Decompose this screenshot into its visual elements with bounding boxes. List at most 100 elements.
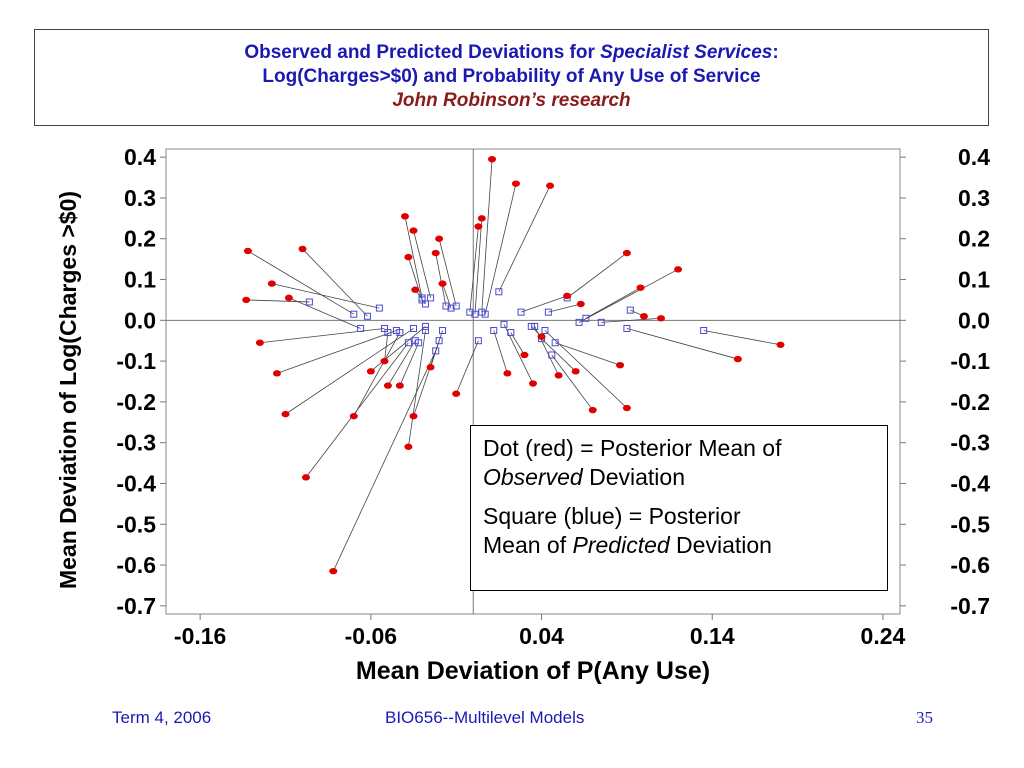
predicted-square: [421, 300, 429, 308]
y-tick-label-right: -0.2: [950, 389, 990, 415]
observed-dot: [349, 412, 358, 420]
y-tick-label-left: -0.1: [116, 348, 156, 374]
legend-observed-entry: Dot (red) = Posterior Mean of Observed De…: [483, 434, 887, 492]
title-box: Observed and Predicted Deviations for Sp…: [34, 29, 989, 126]
predicted-square: [507, 329, 515, 337]
predicted-square: [575, 318, 583, 326]
observed-dot: [616, 361, 625, 369]
observed-dot: [272, 370, 281, 377]
connector-line: [548, 303, 581, 313]
predicted-square: [384, 329, 392, 337]
observed-dot: [411, 286, 420, 293]
predicted-square: [541, 327, 549, 335]
predicted-square: [490, 327, 498, 335]
observed-dot: [674, 266, 683, 273]
connector-line: [332, 350, 437, 572]
title-suffix: :: [772, 42, 779, 63]
observed-dot: [267, 280, 276, 287]
connector-line: [498, 185, 551, 292]
y-tick-label-right: -0.4: [950, 470, 990, 496]
y-tick-label-left: 0.4: [124, 144, 156, 170]
connector-line: [555, 342, 621, 366]
predicted-square: [432, 347, 440, 355]
predicted-square: [427, 294, 435, 302]
observed-dot: [503, 370, 512, 377]
observed-dot: [404, 253, 413, 261]
observed-dot: [409, 227, 418, 234]
predicted-square: [357, 324, 365, 332]
observed-dot: [657, 315, 666, 322]
y-tick-label-left: -0.2: [116, 389, 156, 415]
connector-line: [626, 328, 738, 360]
observed-dot: [409, 412, 418, 420]
plot-frame: [165, 148, 901, 615]
connector-line: [438, 238, 457, 307]
connector-line: [520, 295, 568, 313]
y-tick-label-right: -0.3: [950, 430, 990, 456]
y-tick-label-right: 0.0: [958, 307, 990, 333]
connector-line: [541, 338, 576, 372]
observed-dot: [243, 247, 252, 255]
scatter-chart: 0.4 0.4 0.3 0.3 0.2 0.2 0.1 0.1 0.0 0.0 -0.1 -0.1 -0…: [55, 144, 990, 685]
predicted-square: [500, 320, 508, 328]
x-tick-label: 0.14: [690, 623, 735, 649]
connector-line: [384, 332, 389, 362]
predicted-square: [597, 318, 605, 326]
predicted-square: [495, 288, 503, 296]
predicted-square: [375, 304, 383, 312]
connector-line: [493, 330, 508, 374]
y-tick-label-right: -0.1: [950, 348, 990, 374]
observed-dot: [563, 292, 572, 300]
observed-dot: [537, 333, 546, 340]
connector-line: [387, 340, 416, 386]
observed-dot: [776, 341, 785, 348]
predicted-square: [350, 310, 358, 318]
connector-line: [484, 183, 517, 315]
predicted-square: [410, 324, 418, 332]
title-italic: Specialist Services: [600, 42, 773, 63]
observed-dot: [554, 372, 563, 379]
legend-observed-prefix: Dot (red) = Posterior Mean of: [483, 435, 782, 461]
observed-dot: [639, 313, 648, 320]
connector-line: [510, 332, 525, 356]
connector-line: [276, 330, 397, 374]
x-tick-label: -0.06: [345, 623, 397, 649]
predicted-square: [305, 298, 313, 306]
chart-legend: Dot (red) = Posterior Mean of Observed De…: [470, 425, 888, 591]
connector-line: [302, 248, 368, 317]
connector-line: [353, 332, 401, 417]
y-tick-label-right: -0.5: [950, 511, 990, 537]
legend-observed-italic: Observed: [483, 464, 583, 490]
predicted-square: [548, 351, 556, 359]
predicted-square: [544, 308, 552, 316]
connector-line: [259, 328, 385, 344]
y-tick-label-right: 0.2: [958, 226, 990, 252]
legend-predicted-italic: Predicted: [572, 532, 670, 558]
observed-dot: [431, 249, 440, 257]
predicted-square: [481, 310, 489, 318]
observed-dot: [452, 390, 461, 397]
y-tick-label-left: -0.5: [116, 511, 156, 537]
observed-dot: [529, 380, 537, 387]
observed-dot: [400, 213, 409, 220]
connector-line: [271, 283, 380, 309]
legend-predicted-entry: Square (blue) = Posterior Mean of Predict…: [483, 502, 887, 560]
observed-dot: [488, 155, 497, 163]
x-axis-title: Mean Deviation of P(Any Use): [356, 657, 710, 685]
observed-dot: [329, 567, 338, 575]
y-tick-label-left: 0.2: [124, 226, 156, 252]
y-tick-label-left: -0.7: [116, 593, 156, 619]
connector-line: [442, 283, 452, 309]
connector-line: [430, 330, 443, 368]
title-prefix: Observed and Predicted Deviations for: [244, 42, 601, 63]
predicted-square: [421, 327, 429, 335]
observed-dot: [571, 368, 580, 375]
connector-line: [578, 268, 679, 323]
observed-dot: [298, 245, 307, 253]
connector-line: [246, 299, 310, 303]
observed-dot: [576, 300, 585, 308]
connector-line: [285, 328, 414, 415]
connector-line: [703, 330, 781, 346]
predicted-square: [396, 329, 404, 337]
predicted-square: [363, 312, 371, 320]
